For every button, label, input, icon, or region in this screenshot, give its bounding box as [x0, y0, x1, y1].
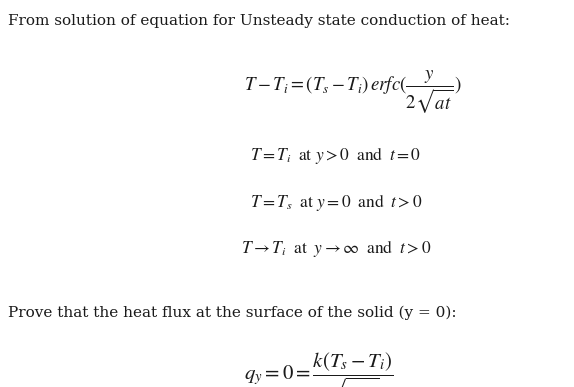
- Text: $T - T_i = (T_s - T_i)\, erfc(\dfrac{y}{2\sqrt{at}})$: $T - T_i = (T_s - T_i)\, erfc(\dfrac{y}{…: [244, 68, 462, 116]
- Text: $q_y = 0 = \dfrac{k(T_s - T_i)}{\sqrt{\pi a t}}$: $q_y = 0 = \dfrac{k(T_s - T_i)}{\sqrt{\p…: [244, 350, 393, 387]
- Text: $T = T_i\;$ at $y > 0\;$ and $\;t = 0$: $T = T_i\;$ at $y > 0\;$ and $\;t = 0$: [250, 145, 421, 166]
- Text: Prove that the heat flux at the surface of the solid (y = 0):: Prove that the heat flux at the surface …: [8, 306, 457, 320]
- Text: $T \rightarrow T_i\;$ at $\;y \rightarrow \infty\;$ and $\;t > 0$: $T \rightarrow T_i\;$ at $\;y \rightarro…: [241, 238, 431, 259]
- Text: From solution of equation for Unsteady state conduction of heat:: From solution of equation for Unsteady s…: [8, 14, 510, 27]
- Text: $T = T_s\;$ at $y = 0\;$ and $\;t > 0$: $T = T_s\;$ at $y = 0\;$ and $\;t > 0$: [250, 192, 422, 212]
